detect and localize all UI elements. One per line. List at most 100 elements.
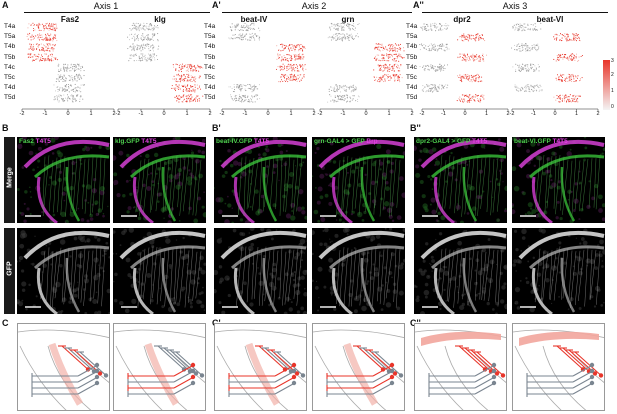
cell-point: [357, 23, 359, 26]
texture: [569, 297, 574, 302]
cell-point: [241, 99, 244, 101]
cell-point: [431, 84, 434, 86]
cell-point: [277, 55, 279, 57]
cell-point: [378, 78, 380, 81]
cell-point: [249, 36, 251, 38]
cell-point: [344, 35, 346, 37]
cell-point: [394, 79, 396, 81]
cell-point: [518, 67, 520, 69]
cell-point: [38, 35, 40, 37]
cell-point: [32, 27, 35, 30]
cell-point: [470, 55, 472, 57]
cell-point: [190, 86, 192, 88]
cell-point: [39, 50, 41, 52]
texture: [127, 206, 132, 211]
cell-point: [350, 97, 352, 99]
cell-point: [355, 86, 357, 88]
fiber: [468, 246, 475, 306]
cell-point: [180, 67, 182, 69]
cell-point: [480, 56, 482, 58]
cell-point: [251, 86, 253, 88]
fiber: [101, 248, 106, 307]
neuropil-arc: [132, 267, 154, 314]
cell-point: [435, 25, 437, 27]
texture: [288, 307, 293, 312]
outline: [19, 345, 67, 410]
fiber: [490, 158, 495, 216]
cell-point: [28, 48, 30, 50]
cell-point: [430, 26, 432, 28]
cell-point: [183, 98, 185, 100]
cell-point: [47, 38, 49, 40]
cell-point: [522, 28, 524, 30]
colorbar-tick-3: 3: [611, 58, 614, 64]
cell-point: [520, 67, 522, 69]
texture: [214, 187, 215, 189]
cell-point: [574, 75, 576, 77]
cell-point: [250, 100, 253, 102]
cell-point: [254, 85, 257, 88]
cell-point: [61, 87, 63, 89]
cell-point: [51, 24, 53, 26]
cell-point: [68, 91, 70, 93]
cell-point: [37, 46, 39, 48]
cell-point: [388, 70, 390, 73]
fiber: [475, 155, 479, 216]
cell-point: [195, 70, 197, 72]
cell-point: [351, 35, 353, 37]
cell-point: [334, 25, 336, 27]
cell-point: [522, 47, 524, 49]
cell-point: [555, 77, 557, 79]
cell-point: [536, 84, 538, 86]
fiber: [61, 249, 66, 303]
cell-point: [70, 66, 72, 68]
cell-point: [469, 34, 471, 36]
cell-point: [351, 38, 354, 40]
cell-point: [525, 85, 527, 87]
texture: [381, 284, 384, 287]
cell-point: [148, 53, 150, 55]
fiber: [184, 250, 190, 308]
texture: [538, 228, 543, 233]
cell-point: [334, 100, 336, 102]
cell-point: [76, 90, 78, 92]
cell-point: [533, 87, 535, 89]
cell-point: [338, 25, 340, 27]
cell-point: [570, 101, 572, 103]
cell-point: [431, 91, 434, 93]
cell-point: [459, 99, 461, 101]
cell-point: [181, 63, 184, 65]
strip-t5a: [327, 33, 359, 42]
texture: [37, 159, 41, 163]
cell-point: [378, 81, 380, 83]
cell-point: [58, 69, 60, 71]
cell-point: [176, 87, 178, 89]
cell-point: [79, 66, 82, 68]
schematic-1: [17, 323, 110, 411]
cell-point: [329, 36, 331, 38]
axis-tick-label: -2: [219, 111, 225, 117]
cell-point: [518, 65, 520, 67]
cell-point: [558, 34, 560, 37]
cell-point: [181, 101, 183, 103]
texture: [559, 145, 563, 149]
cell-point: [345, 37, 347, 39]
cell-point: [377, 64, 379, 66]
cell-point: [335, 101, 337, 103]
cell-point: [338, 85, 340, 87]
cell-point: [378, 45, 380, 47]
fiber: [188, 158, 194, 215]
fiber: [152, 247, 158, 299]
neuropil-arc: [220, 139, 307, 169]
cell-point: [383, 54, 385, 56]
cell-point: [33, 59, 35, 61]
cell-point: [530, 88, 533, 91]
cell-point: [49, 25, 51, 27]
cell-point: [80, 96, 82, 98]
cell-point: [258, 84, 260, 86]
cell-point: [176, 74, 178, 76]
cell-point: [73, 67, 75, 69]
cell-point: [519, 47, 521, 50]
cell-point: [518, 29, 520, 31]
cell-point: [479, 58, 481, 60]
